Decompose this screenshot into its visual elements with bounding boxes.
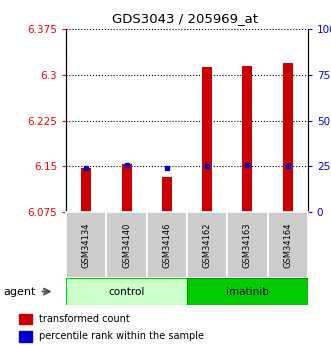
Bar: [107, 212, 147, 278]
Bar: [283, 63, 293, 212]
Text: percentile rank within the sample: percentile rank within the sample: [38, 332, 204, 341]
Bar: [162, 177, 172, 212]
Text: GSM34146: GSM34146: [163, 222, 171, 268]
Text: GSM34163: GSM34163: [243, 222, 252, 268]
Text: GDS3043 / 205969_at: GDS3043 / 205969_at: [112, 12, 259, 25]
Bar: [81, 168, 91, 212]
Bar: [147, 212, 187, 278]
Bar: [19, 331, 32, 342]
Bar: [187, 278, 308, 305]
Text: control: control: [109, 287, 145, 296]
Bar: [242, 66, 253, 212]
Bar: [202, 67, 212, 212]
Text: GSM34162: GSM34162: [203, 222, 212, 268]
Text: agent: agent: [3, 287, 36, 296]
Text: GSM34134: GSM34134: [82, 222, 91, 268]
Text: transformed count: transformed count: [38, 314, 129, 324]
Text: imatinib: imatinib: [226, 287, 269, 296]
Text: GSM34164: GSM34164: [283, 222, 292, 268]
Text: GSM34140: GSM34140: [122, 222, 131, 268]
Bar: [121, 164, 132, 212]
Bar: [66, 212, 107, 278]
Bar: [227, 212, 267, 278]
Bar: [267, 212, 308, 278]
Bar: [19, 314, 32, 324]
Bar: [187, 212, 227, 278]
Bar: [66, 278, 187, 305]
